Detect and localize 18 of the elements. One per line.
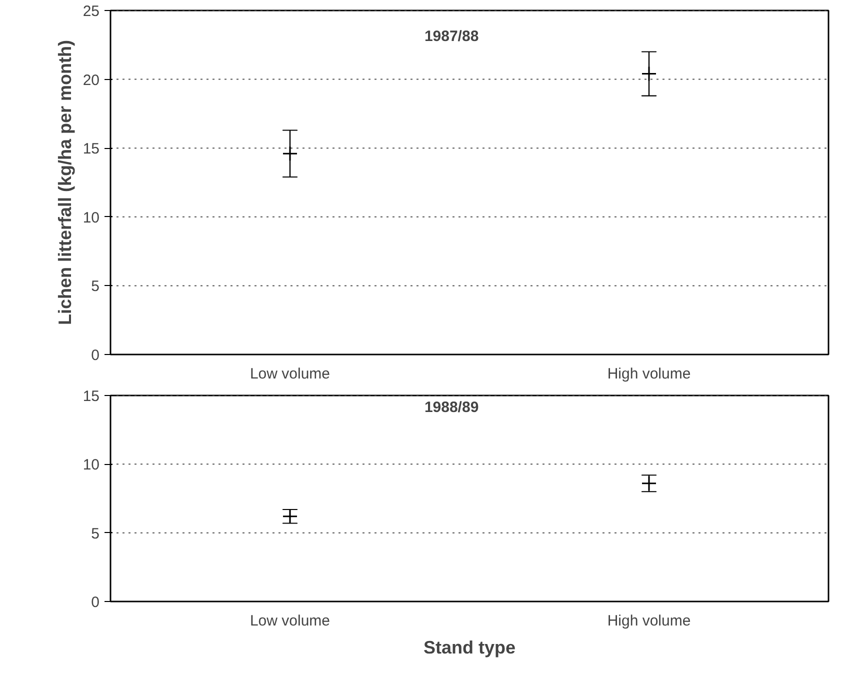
x-tick-label: Low volume: [250, 366, 330, 382]
x-tick-label: Low volume: [250, 612, 330, 630]
y-tick-label: 0: [91, 347, 100, 364]
y-tick-label: 15: [82, 140, 100, 158]
y-tick-label: 5: [91, 278, 100, 296]
y-tick-label: 10: [82, 456, 100, 474]
y-tick-label: 25: [82, 3, 100, 20]
y-tick-label: 0: [91, 594, 100, 611]
y-tick-label: 10: [82, 209, 100, 226]
x-tick-label: High volume: [607, 366, 691, 382]
y-tick-label: 20: [82, 72, 100, 89]
y-axis-title: Lichen litterfall (kg/ha per month): [54, 40, 75, 326]
y-tick-label: 5: [91, 525, 100, 542]
x-axis-title: Stand type: [423, 638, 516, 658]
text: 1987/88: [424, 28, 479, 45]
y-tick-label: 15: [82, 388, 100, 405]
chart-title: 1988/89: [424, 399, 479, 416]
x-tick-label: High volume: [607, 612, 691, 630]
